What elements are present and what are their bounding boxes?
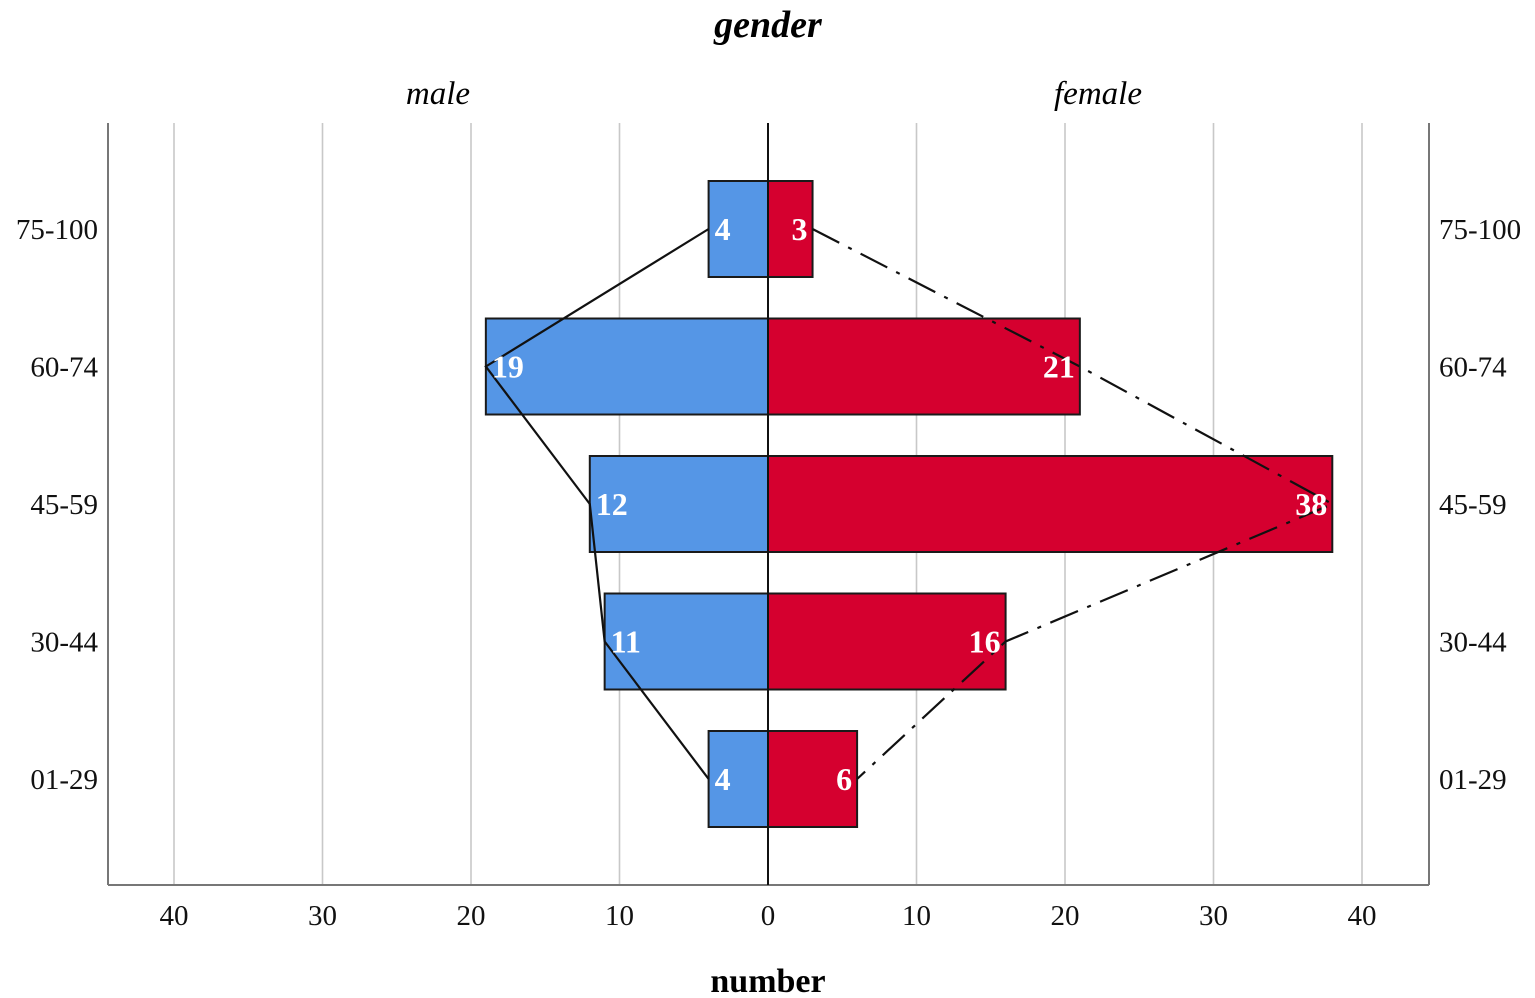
axes: 75-100 75-100 60-74 60-74 45-59 45-59 30-44 30-…: [16, 123, 1521, 932]
connector-lines: [484, 228, 1335, 780]
x-tick-label-male-10: 10: [605, 900, 634, 932]
female-value-label-75-100: 3: [792, 211, 808, 247]
category-label-right-45-59: 45-59: [1439, 489, 1507, 521]
male-value-label-45-59: 12: [596, 486, 628, 522]
male-value-label-60-74: 19: [492, 349, 524, 385]
female-value-label-01-29: 6: [836, 761, 852, 797]
male-bar-60-74: [484, 317, 769, 416]
x-tick-label-female-40: 40: [1348, 900, 1377, 932]
female-value-label-45-59: 38: [1295, 486, 1327, 522]
x-axis-label: number: [710, 963, 825, 998]
x-tick-label-female-30: 30: [1199, 900, 1228, 932]
category-label-left-01-29: 01-29: [30, 764, 98, 796]
female-panel-title: female: [1054, 76, 1142, 112]
female-value-label-60-74: 21: [1043, 349, 1075, 385]
female-bar-75-100: [767, 180, 814, 278]
female-value-label-30-44: 16: [969, 624, 1001, 660]
male-value-label-30-44: 11: [611, 624, 641, 660]
category-label-left-75-100: 75-100: [16, 214, 98, 246]
male-bar-75-100: [707, 180, 769, 278]
x-tick-label-female-20: 20: [1051, 900, 1080, 932]
male-panel-title: male: [406, 76, 470, 112]
category-label-right-01-29: 01-29: [1439, 764, 1507, 796]
bar-value-labels: 4 3 19 21 12 38 11 16 4 6: [492, 211, 1327, 797]
female-bar-01-29: [767, 730, 859, 828]
male-value-label-75-100: 4: [715, 211, 731, 247]
category-label-right-75-100: 75-100: [1439, 214, 1521, 246]
category-label-left-60-74: 60-74: [30, 352, 98, 384]
male-value-label-01-29: 4: [715, 761, 731, 797]
male-bar-45-59: [588, 455, 769, 553]
x-tick-label-center-0: 0: [761, 900, 776, 932]
female-bar-60-74: [767, 317, 1081, 416]
x-tick-label-male-30: 30: [308, 900, 337, 932]
category-label-right-60-74: 60-74: [1439, 352, 1507, 384]
category-label-left-45-59: 45-59: [30, 489, 98, 521]
chart-title: gender: [713, 4, 823, 46]
male-bar-30-44: [603, 592, 770, 691]
category-label-right-30-44: 30-44: [1439, 627, 1507, 659]
x-tick-label-male-40: 40: [160, 900, 189, 932]
category-label-left-30-44: 30-44: [30, 627, 98, 659]
female-bar-45-59: [767, 455, 1334, 553]
male-bar-01-29: [707, 730, 769, 828]
male-connector-line: [484, 228, 710, 780]
x-tick-label-female-10: 10: [902, 900, 931, 932]
x-tick-label-male-20: 20: [457, 900, 486, 932]
